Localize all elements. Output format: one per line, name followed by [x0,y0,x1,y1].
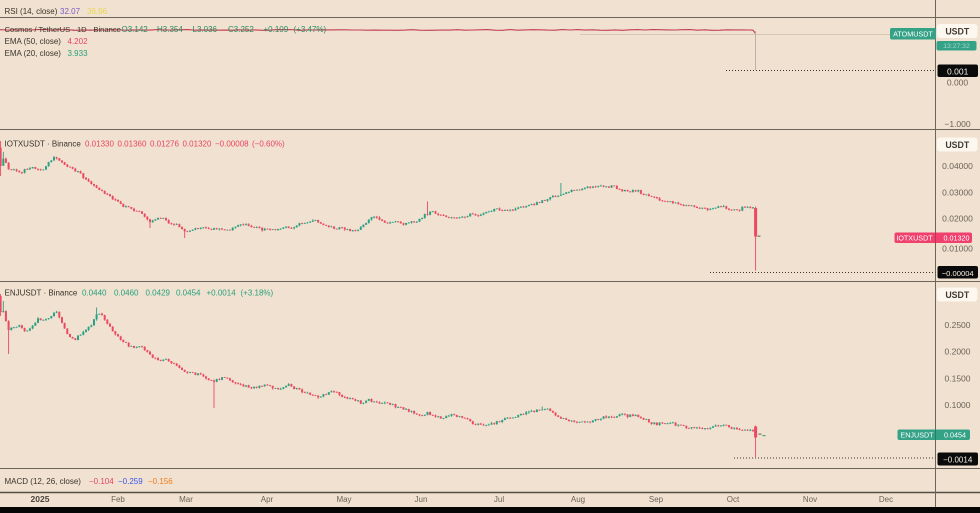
svg-text:0.04000: 0.04000 [942,161,973,171]
svg-text:0.001: 0.001 [947,66,969,76]
svg-text:0.1000: 0.1000 [945,400,971,410]
svg-text:32.07: 32.07 [60,7,81,16]
svg-text:(+3.18%): (+3.18%) [241,289,274,298]
svg-text:+0.109: +0.109 [264,25,289,34]
svg-text:May: May [336,495,351,504]
svg-text:Sep: Sep [649,495,664,504]
svg-text:Dec: Dec [879,495,893,504]
svg-text:Jun: Jun [415,495,428,504]
svg-text:Apr: Apr [261,495,274,504]
svg-text:13:27:32: 13:27:32 [943,43,970,50]
svg-text:0.2500: 0.2500 [945,320,971,330]
svg-text:C3.252: C3.252 [228,25,254,34]
svg-text:ENJUSDT · Binance: ENJUSDT · Binance [5,289,78,298]
svg-text:4.202: 4.202 [68,37,89,46]
svg-text:36.96: 36.96 [87,7,108,16]
svg-text:Feb: Feb [111,495,125,504]
svg-text:Nov: Nov [803,495,817,504]
svg-text:USDT: USDT [945,26,970,36]
svg-text:0.02000: 0.02000 [942,214,973,224]
svg-text:−1.000: −1.000 [944,119,971,129]
svg-text:0.01276: 0.01276 [150,140,179,149]
svg-text:−0.0014: −0.0014 [943,455,973,464]
svg-text:0.01330: 0.01330 [85,140,114,149]
svg-text:−0.259: −0.259 [118,477,143,486]
svg-text:0.01320: 0.01320 [183,140,212,149]
svg-text:0.0429: 0.0429 [146,289,171,298]
svg-text:0.01360: 0.01360 [118,140,147,149]
svg-text:0.03000: 0.03000 [942,187,973,197]
svg-text:USDT: USDT [945,140,970,150]
svg-text:USDT: USDT [945,290,970,300]
svg-text:0.000: 0.000 [947,78,969,88]
svg-text:H3.354: H3.354 [157,25,183,34]
svg-text:+0.0014: +0.0014 [207,289,237,298]
svg-text:Aug: Aug [571,495,585,504]
svg-text:0.1500: 0.1500 [945,373,971,383]
svg-text:RSI (14, close): RSI (14, close) [5,7,58,16]
svg-text:0.01000: 0.01000 [942,244,973,254]
svg-text:−0.00008: −0.00008 [215,140,249,149]
svg-text:0.0460: 0.0460 [114,289,139,298]
svg-text:MACD (12, 26, close): MACD (12, 26, close) [5,477,82,486]
svg-text:EMA (50, close): EMA (50, close) [5,37,62,46]
svg-text:IOTXUSDT: IOTXUSDT [896,234,933,243]
svg-text:−0.00004: −0.00004 [942,269,974,278]
svg-text:−0.104: −0.104 [89,477,114,486]
svg-text:Mar: Mar [179,495,193,504]
svg-text:0.01320: 0.01320 [944,234,970,243]
svg-text:ENJUSDT: ENJUSDT [900,431,934,440]
svg-text:3.933: 3.933 [68,49,89,58]
svg-text:Oct: Oct [727,495,740,504]
svg-text:−0.156: −0.156 [148,477,173,486]
svg-text:0.2000: 0.2000 [945,347,971,357]
svg-text:(−0.60%): (−0.60%) [252,140,285,149]
svg-text:Jul: Jul [494,495,504,504]
svg-text:L3.036: L3.036 [193,25,218,34]
svg-text:0.0454: 0.0454 [944,431,966,440]
svg-text:Cosmos / TetherUS · 1D · Binan: Cosmos / TetherUS · 1D · Binance [5,25,121,34]
svg-text:O3.142: O3.142 [122,25,149,34]
svg-text:0.0440: 0.0440 [82,289,107,298]
svg-text:2025: 2025 [31,494,50,504]
svg-text:0.0454: 0.0454 [176,289,201,298]
svg-text:IOTXUSDT · Binance: IOTXUSDT · Binance [5,140,82,149]
svg-text:EMA (20, close): EMA (20, close) [5,49,62,58]
svg-text:ATOMUSDT: ATOMUSDT [893,30,933,39]
svg-text:(+3.47%): (+3.47%) [294,25,327,34]
